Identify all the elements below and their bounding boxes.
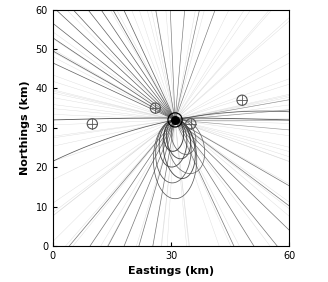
Y-axis label: Northings (km): Northings (km) [20,80,30,175]
X-axis label: Eastings (km): Eastings (km) [128,266,214,276]
